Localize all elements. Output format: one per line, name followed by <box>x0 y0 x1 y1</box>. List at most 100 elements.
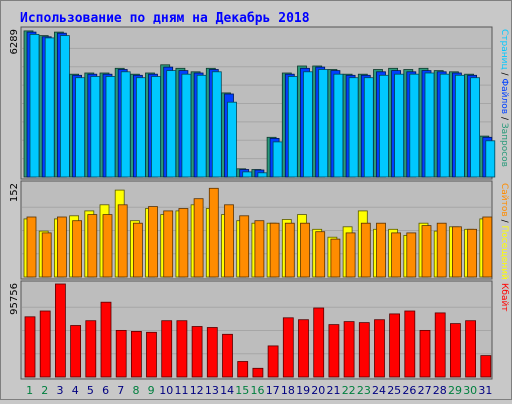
day-label-25: 25 <box>387 384 401 397</box>
bar-hits-files-pages-s2-d2 <box>44 37 55 178</box>
day-label-14: 14 <box>220 384 234 397</box>
panel-kbytes: 95756 Кбайт <box>9 280 509 380</box>
bar-visits-sites-s1-d12 <box>193 198 204 278</box>
bar-visits-sites-s1-d2 <box>41 232 52 278</box>
legend-item: Страниц <box>499 29 509 70</box>
bar-hits-files-pages-s2-d27 <box>424 72 435 178</box>
bar-hits-files-pages-s2-d13 <box>211 71 222 178</box>
bar-kbytes-s0-d29 <box>449 323 461 378</box>
day-label-19: 19 <box>296 384 310 397</box>
day-label-16: 16 <box>251 384 265 397</box>
bar-kbytes-s0-d11 <box>176 320 188 378</box>
bar-kbytes-s0-d31 <box>480 355 492 378</box>
bar-hits-files-pages-s2-d20 <box>318 69 329 178</box>
chart-title: Использование по дням на Декабрь 2018 <box>20 11 310 26</box>
bar-kbytes-s0-d17 <box>267 345 279 378</box>
bar-visits-sites-s1-d9 <box>148 206 158 278</box>
bar-kbytes-s0-d3 <box>55 283 66 378</box>
day-label-21: 21 <box>327 384 341 397</box>
bar-hits-files-pages-s2-d25 <box>394 73 405 178</box>
bar-kbytes-s0-d2 <box>39 310 51 378</box>
day-label-15: 15 <box>235 384 249 397</box>
bar-visits-sites-s1-d30 <box>467 228 478 278</box>
bar-visits-sites-s1-d22 <box>345 232 356 278</box>
bar-hits-files-pages-s2-d19 <box>303 71 313 178</box>
bar-kbytes-s0-d14 <box>222 333 233 378</box>
ymax-label: 6289 <box>9 29 20 54</box>
bar-visits-sites-s1-d15 <box>239 215 250 278</box>
bar-visits-sites-s1-d13 <box>208 187 219 278</box>
bar-visits-sites-s1-d18 <box>284 222 295 278</box>
bar-kbytes-s0-d6 <box>100 301 112 378</box>
ymax-label: 95756 <box>9 283 20 315</box>
bar-visits-sites-s1-d6 <box>102 214 113 278</box>
bar-kbytes-s0-d23 <box>358 322 370 378</box>
bar-visits-sites-s1-d19 <box>300 222 310 278</box>
bar-visits-sites-s1-d21 <box>330 238 341 278</box>
bar-kbytes-s0-d22 <box>343 321 355 378</box>
bar-hits-files-pages-s2-d12 <box>196 74 207 178</box>
day-label-1: 1 <box>26 384 33 397</box>
bar-visits-sites-s1-d16 <box>254 220 265 278</box>
bar-kbytes-s0-d1 <box>24 316 36 378</box>
day-label-8: 8 <box>133 384 140 397</box>
day-label-26: 26 <box>402 384 416 397</box>
day-label-4: 4 <box>72 384 79 397</box>
bar-hits-files-pages-s2-d21 <box>333 73 344 178</box>
bar-visits-sites-s1-d7 <box>117 204 128 278</box>
bar-kbytes-s0-d18 <box>282 317 294 378</box>
bar-visits-sites-s1-d8 <box>132 222 143 278</box>
day-axis: 1 2 3 4 5 6 7 8 9 10 11 12 13 14 15 16 17 18 19 20 21 22 23 24 2… <box>26 384 492 397</box>
bar-hits-files-pages-s2-d14 <box>227 101 237 178</box>
day-label-9: 9 <box>148 384 155 397</box>
bar-visits-sites-s1-d26 <box>406 232 417 278</box>
bar-hits-files-pages-s2-d29 <box>454 74 465 178</box>
bar-visits-sites-s1-d20 <box>315 231 326 278</box>
bar-hits-files-pages-s2-d26 <box>409 73 420 178</box>
bar-visits-sites-s1-d23 <box>360 222 371 278</box>
bar-kbytes-s0-d27 <box>419 329 431 378</box>
day-label-5: 5 <box>87 384 94 397</box>
day-label-23: 23 <box>357 384 371 397</box>
legend-separator: / <box>499 70 509 79</box>
bar-kbytes-s0-d24 <box>374 319 385 378</box>
bar-hits-files-pages-s2-d31 <box>485 140 496 178</box>
day-label-27: 27 <box>418 384 432 397</box>
day-label-22: 22 <box>342 384 356 397</box>
bar-visits-sites-s1-d17 <box>269 222 280 278</box>
legend-item: Кбайт <box>499 283 509 312</box>
bar-hits-files-pages-s2-d24 <box>379 74 389 178</box>
bar-visits-sites-s1-d27 <box>421 225 432 278</box>
bar-kbytes-s0-d9 <box>146 331 157 378</box>
legend-item: Посещений <box>499 225 509 280</box>
bar-kbytes-s0-d26 <box>404 310 416 378</box>
bar-kbytes-s0-d20 <box>313 307 325 378</box>
legend-item: Запросов <box>499 123 509 167</box>
day-label-18: 18 <box>281 384 295 397</box>
bar-hits-files-pages-s2-d10 <box>166 70 177 178</box>
ymax-label: 152 <box>9 183 20 202</box>
legend-separator: / <box>499 114 509 123</box>
legend-item: Файлов <box>499 78 509 114</box>
day-label-29: 29 <box>448 384 462 397</box>
bar-hits-files-pages-s2-d7 <box>120 71 131 178</box>
day-label-2: 2 <box>41 384 48 397</box>
day-label-10: 10 <box>159 384 173 397</box>
bar-hits-files-pages-s2-d3 <box>60 35 70 178</box>
bar-hits-files-pages-s2-d23 <box>363 77 374 178</box>
legend-hits-files-pages: Страниц / Файлов / Запросов <box>499 29 509 167</box>
day-label-30: 30 <box>463 384 477 397</box>
day-label-17: 17 <box>266 384 280 397</box>
bar-hits-files-pages-s2-d4 <box>75 77 85 178</box>
bar-visits-sites-s1-d14 <box>224 204 234 278</box>
bar-kbytes-s0-d21 <box>328 324 340 378</box>
day-label-6: 6 <box>102 384 109 397</box>
bar-kbytes-s0-d13 <box>206 327 218 378</box>
bar-kbytes-s0-d12 <box>191 326 203 378</box>
bar-visits-sites-s1-d1 <box>26 216 37 278</box>
panel-visits-sites: 152 Сайтов / Посещений <box>9 180 509 280</box>
bar-hits-files-pages-s2-d15 <box>242 171 253 178</box>
day-label-7: 7 <box>117 384 124 397</box>
bar-hits-files-pages-s2-d5 <box>90 76 101 178</box>
